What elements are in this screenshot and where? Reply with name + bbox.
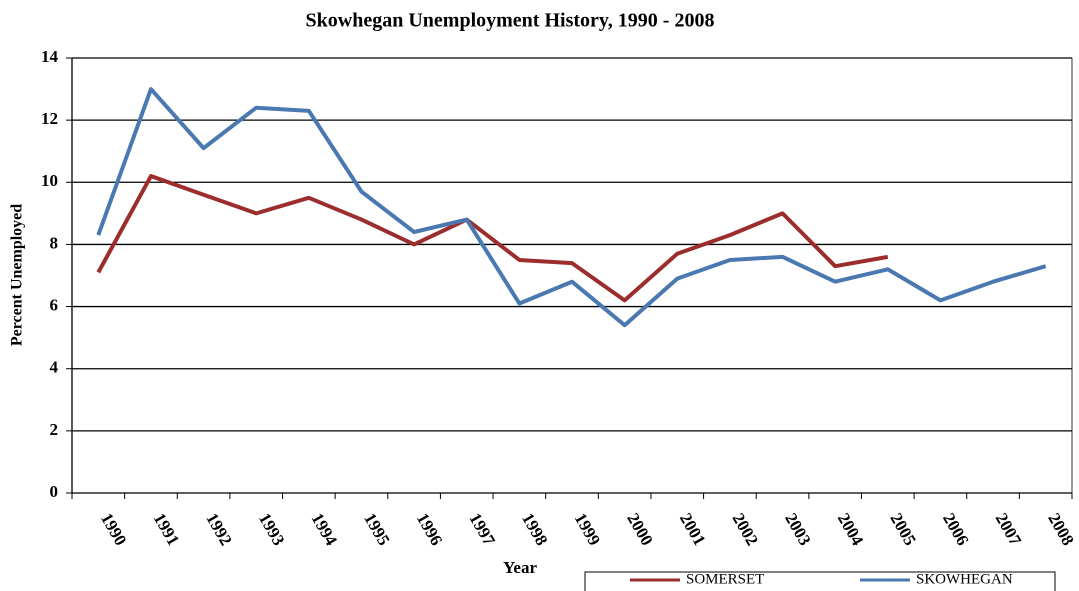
x-tick-label: 1997 (465, 510, 499, 549)
x-tick-label: 2003 (781, 510, 814, 549)
x-tick-label: 1990 (97, 510, 130, 549)
x-tick-label: 2000 (623, 510, 656, 549)
x-tick-label: 1994 (307, 510, 341, 549)
chart-title: Skowhegan Unemployment History, 1990 - 2… (306, 10, 715, 32)
x-tick-label: 1995 (360, 510, 393, 549)
x-tick-label: 1993 (255, 510, 288, 549)
series-line (96, 87, 1047, 328)
x-axis-label: Year (503, 558, 537, 577)
x-tick-label: 1999 (571, 510, 604, 549)
y-tick-label: 14 (41, 47, 59, 66)
y-axis-label: Percent Unemployed (9, 204, 26, 346)
series-line (96, 174, 889, 303)
x-tick-label: 2004 (834, 510, 868, 549)
legend-box (584, 571, 1056, 591)
y-tick-label: 10 (41, 171, 58, 190)
x-tick-label: 2007 (992, 510, 1026, 549)
x-tick-label: 1998 (518, 510, 551, 549)
x-tick-label: 2006 (939, 510, 972, 549)
x-tick-label: 2008 (1044, 510, 1077, 549)
y-tick-label: 6 (50, 295, 59, 314)
y-tick-label: 4 (50, 358, 59, 377)
x-tick-label: 2005 (886, 510, 919, 549)
x-tick-label: 1996 (413, 510, 446, 549)
y-tick-label: 8 (50, 233, 59, 252)
x-tick-label: 2001 (676, 510, 709, 549)
x-tick-label: 2002 (729, 510, 762, 549)
y-tick-label: 0 (50, 482, 59, 501)
x-tick-label: 1991 (150, 510, 183, 549)
x-tick-label: 1992 (202, 510, 235, 549)
legend-label: SOMERSET (686, 571, 764, 587)
legend-label: SKOWHEGAN (916, 571, 1013, 587)
y-tick-label: 2 (50, 420, 59, 439)
y-tick-label: 12 (41, 109, 58, 128)
